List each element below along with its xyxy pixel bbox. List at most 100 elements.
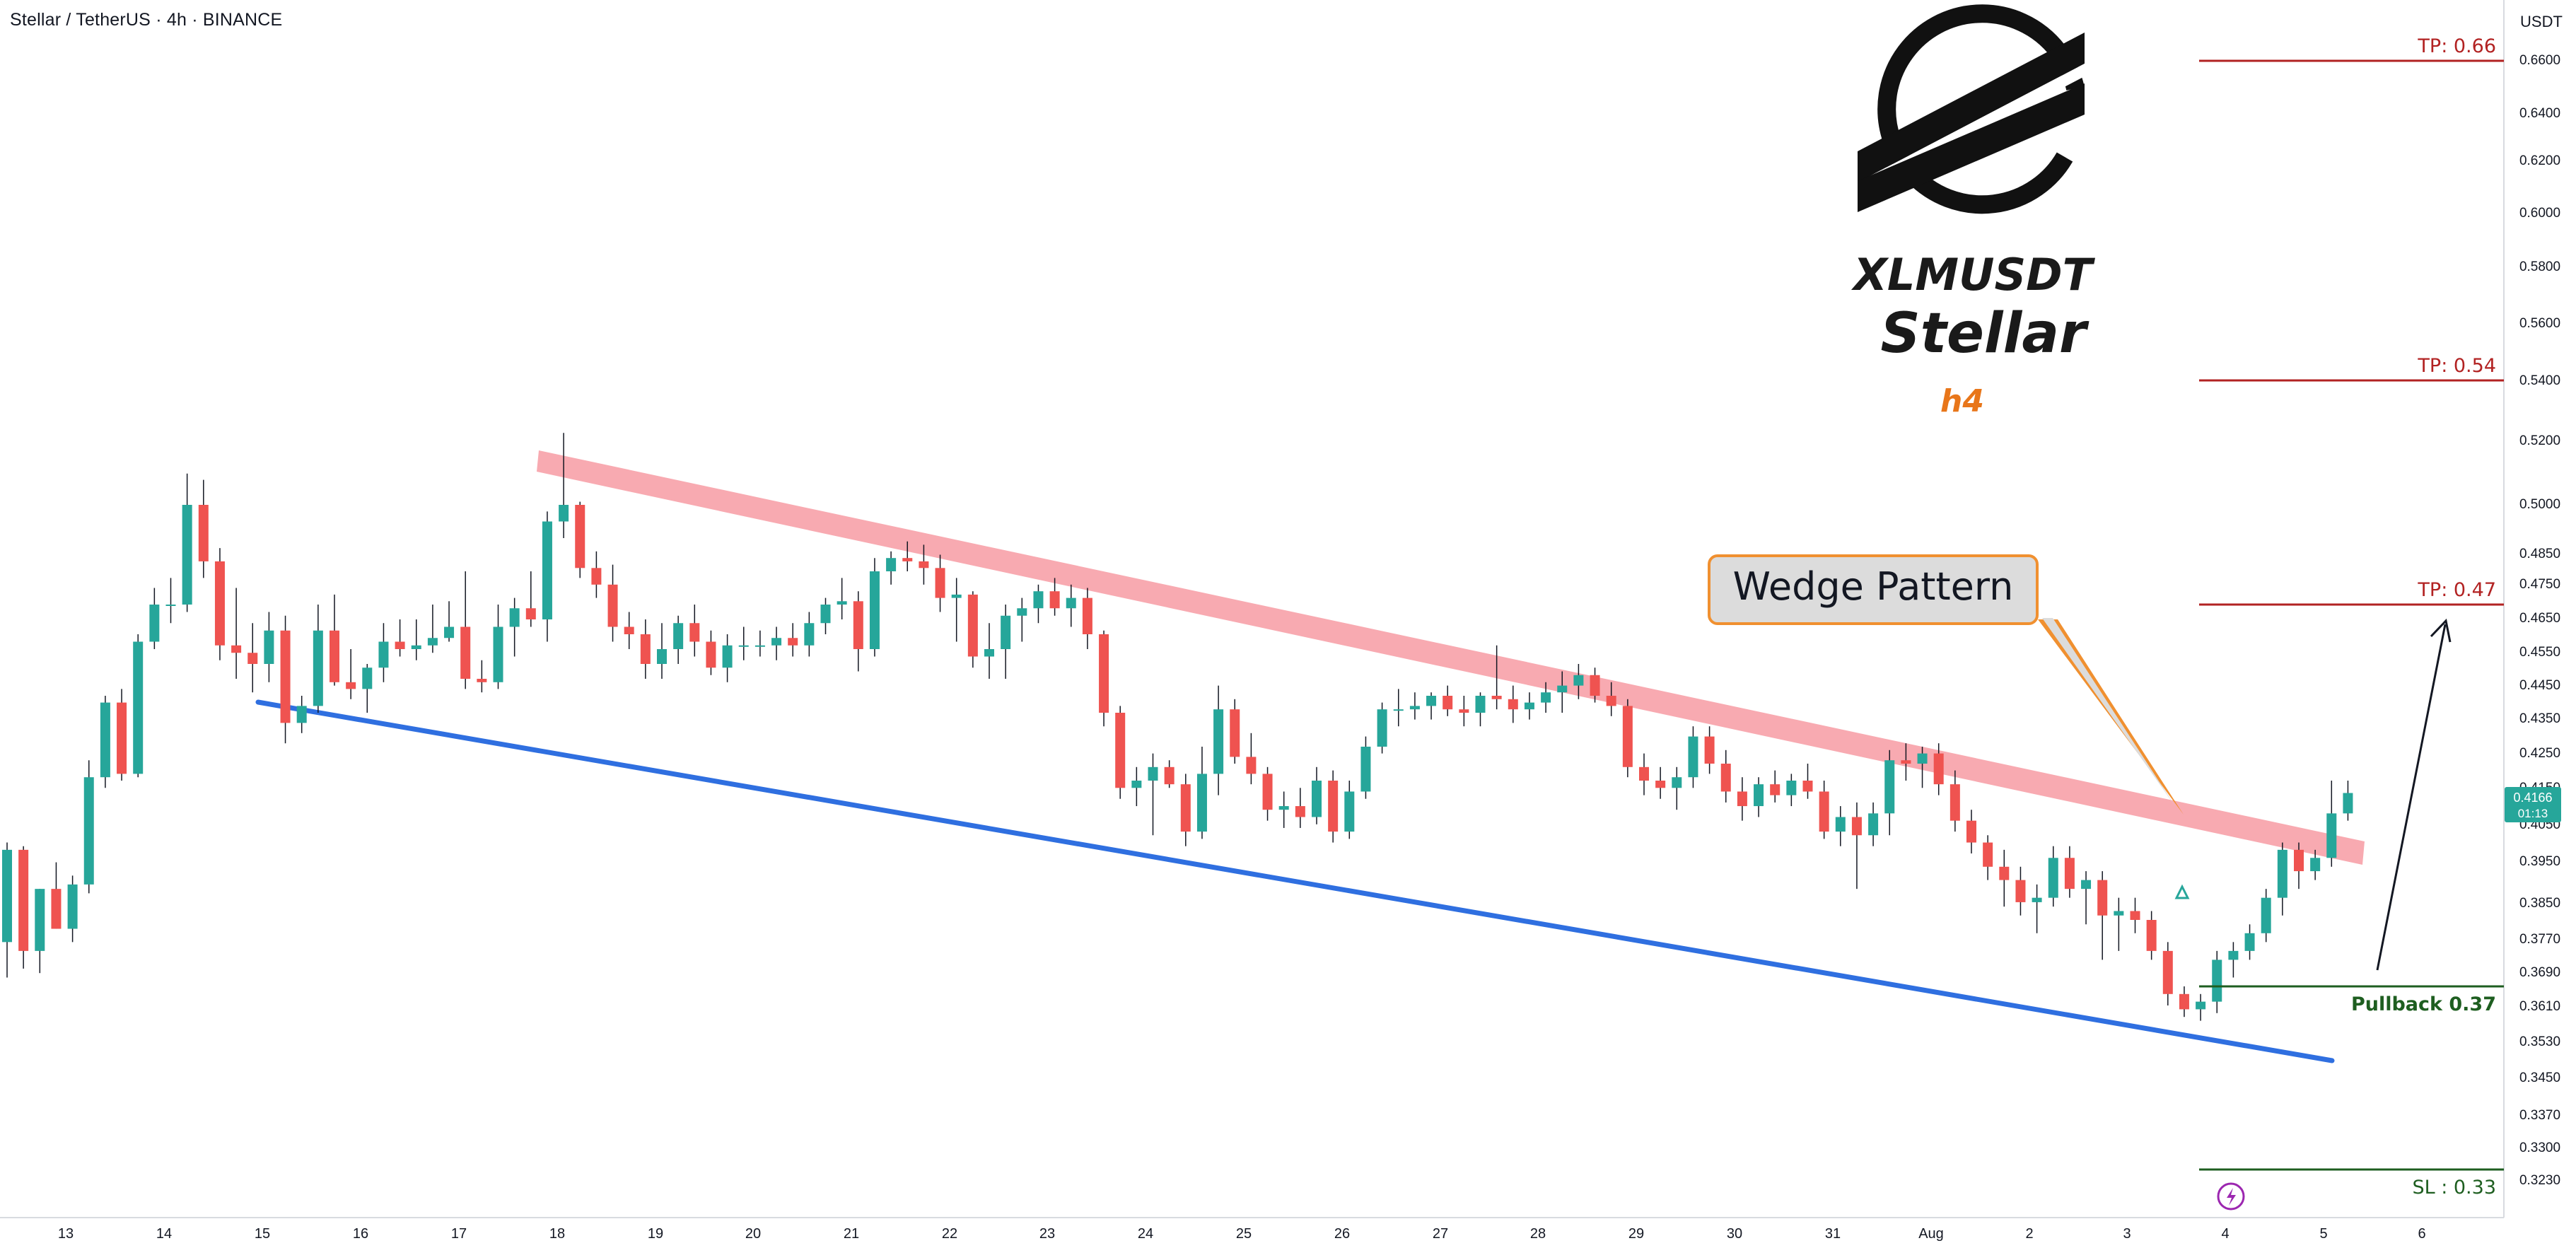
candle-body-up [738,645,749,647]
candle [1278,791,1289,828]
candle [1393,689,1404,727]
candle-body-down [1933,753,1944,785]
x-tick-label: 19 [648,1226,663,1242]
current-price-tag[interactable]: 0.4166 01:13 [2505,787,2561,822]
candle-body-up [837,601,847,605]
time-axis[interactable]: 13 14 15 16 17 18 19 20 21 22 23 24 25 26 27 28 29 30 31 Au… [0,1217,2504,1242]
arrow-head-icon [2430,618,2452,643]
candle [1082,588,1092,649]
candle [1443,685,1453,716]
y-tick-label: 0.4450 [2519,678,2560,693]
wedge-upper-band[interactable] [537,450,2365,865]
level-label: Pullback 0.37 [2351,993,2496,1015]
x-tick-label: 27 [1433,1226,1448,1242]
x-tick-label: 15 [255,1226,270,1242]
candle [247,623,258,693]
candle [1099,630,1109,727]
candle-body-up [771,638,782,646]
x-tick-labels: 13 14 15 16 17 18 19 20 21 22 23 24 25 26 27 28 29 30 31 Au… [58,1226,2426,1242]
x-tick-label: 22 [942,1226,957,1242]
candle [133,634,144,778]
candle-body-down [280,630,291,723]
y-tick-label: 0.3300 [2519,1141,2560,1155]
candle-body-up [1033,591,1044,609]
x-tick-label: 23 [1039,1226,1055,1242]
candle-body-up [100,702,110,778]
wedge-pattern-callout[interactable]: Wedge Pattern [1708,554,2184,815]
y-tick-label: 0.3610 [2519,999,2560,1014]
candle [460,571,471,689]
candle-body-down [1508,699,1518,710]
x-tick-label: 17 [451,1226,467,1242]
candle [2212,950,2222,1013]
candle-body-up [2310,858,2321,872]
candle [722,634,733,682]
candle-body-down [1770,784,1781,795]
candle [1491,645,1502,710]
candle [2310,849,2321,880]
candle-body-down [1099,634,1109,713]
candle [771,626,782,660]
candle [1541,682,1551,713]
candle-body-down [1049,591,1060,609]
symbol-label: XLMUSDT [1851,249,2095,301]
wedge-lower-line[interactable] [255,699,2335,1063]
candle [1115,706,1126,799]
candle-body-down [1590,675,1600,696]
candle-body-down [1328,781,1339,832]
candle [1606,682,1616,716]
y-tick-label: 0.5600 [2519,316,2560,331]
projection-arrow[interactable] [2376,618,2452,971]
x-tick-label: 2 [2025,1226,2033,1242]
candle-body-down [214,561,225,646]
candle-body-down [1606,696,1616,706]
candle [18,846,29,969]
candle [214,548,225,660]
candle [35,889,45,974]
candle [1213,685,1224,795]
lightning-icon[interactable] [2217,1182,2245,1211]
candle-body-down [1180,784,1191,832]
candle [951,578,962,642]
candle-body-down [1443,696,1453,710]
x-tick-label: 24 [1138,1226,1153,1242]
candle [1639,753,1649,795]
price-axis[interactable]: USDT 0.6600 0.6400 0.6200 0.6000 0.5800 0.560… [2503,0,2563,1218]
candle [509,597,520,657]
y-tick-label: 0.4650 [2519,611,2560,626]
candle [83,760,94,894]
candle-body-down [2130,911,2140,920]
candle [1704,726,1715,774]
signal-triangle-icon[interactable] [2174,884,2190,899]
y-tick-label: 0.3690 [2519,965,2560,980]
candle [1033,584,1044,624]
candle-body-up [886,558,897,571]
candle-body-up [2212,960,2222,1002]
candle-body-up [1688,736,1698,778]
candle-body-down [788,638,798,646]
candle-body-up [754,645,765,647]
candle-body-up [804,623,815,646]
candle-body-down [346,682,356,689]
candle-body-down [1115,713,1126,788]
candle [1786,774,1797,807]
x-tick-label: 21 [844,1226,859,1242]
candle-body-down [1802,781,1813,792]
candle [477,660,487,693]
level-label: TP: 0.47 [2417,579,2496,601]
candle-body-up [1017,608,1027,616]
candle [820,597,831,634]
candle-body-up [1541,692,1551,703]
candle-body-down [1164,766,1175,785]
candle [2326,781,2337,867]
candle [853,591,863,672]
candle-body-up [2228,950,2239,960]
candle-body-up [67,884,78,929]
candle [657,623,667,679]
candle [1851,802,1862,890]
candle [1557,671,1568,713]
candle [2081,871,2092,925]
candle-body-down [1295,806,1305,817]
